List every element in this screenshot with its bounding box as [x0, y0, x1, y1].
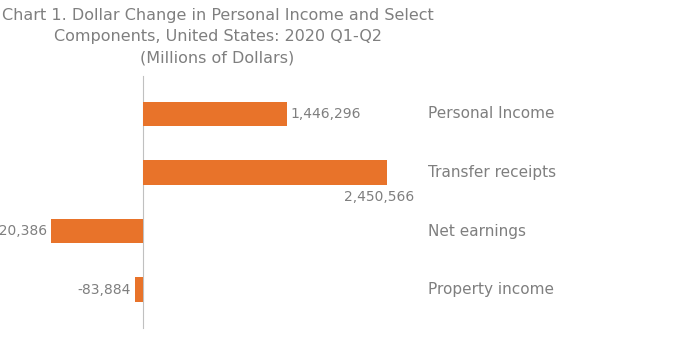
- Text: Transfer receipts: Transfer receipts: [428, 165, 556, 180]
- Bar: [143, 102, 287, 126]
- Bar: [143, 160, 387, 185]
- Text: 1,446,296: 1,446,296: [291, 107, 361, 121]
- Bar: [52, 219, 143, 244]
- Text: Property income: Property income: [428, 282, 554, 297]
- Text: Net earnings: Net earnings: [428, 224, 526, 239]
- Text: -920,386: -920,386: [0, 224, 48, 238]
- Text: -83,884: -83,884: [78, 283, 131, 297]
- Text: 2,450,566: 2,450,566: [344, 190, 414, 204]
- Bar: [135, 277, 143, 302]
- Title: Chart 1. Dollar Change in Personal Income and Select
Components, United States: : Chart 1. Dollar Change in Personal Incom…: [2, 8, 433, 65]
- Text: Personal Income: Personal Income: [428, 107, 554, 121]
